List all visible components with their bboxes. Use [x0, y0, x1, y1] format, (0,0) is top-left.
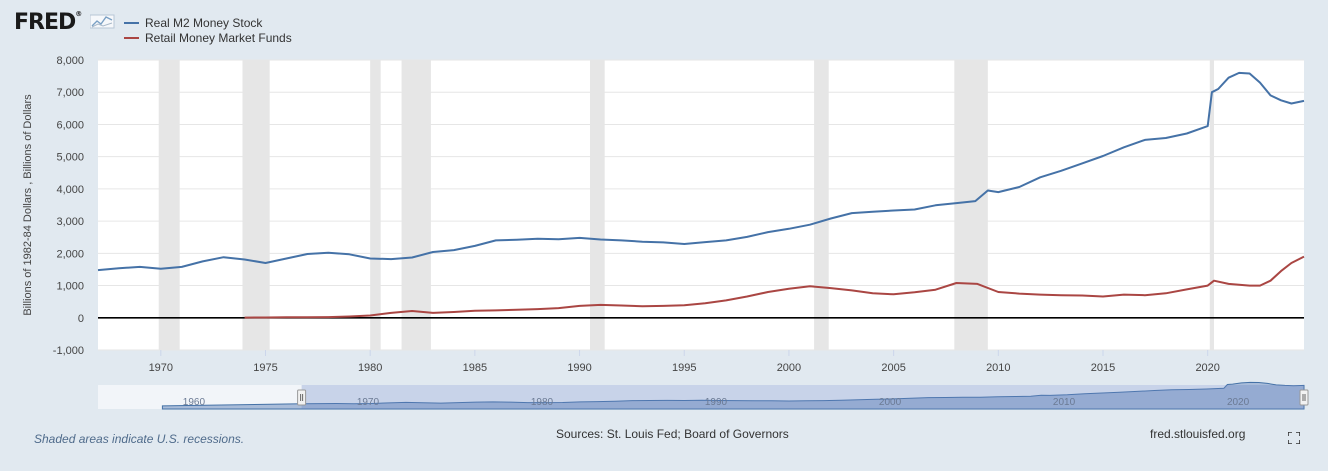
x-tick-label: 2015 [1091, 362, 1115, 374]
y-tick-label: 7,000 [56, 87, 84, 99]
recession-note: Shaded areas indicate U.S. recessions. [34, 432, 245, 446]
recession-band [370, 60, 381, 350]
x-tick-label: 2005 [881, 362, 905, 374]
fred-logo[interactable]: FRED® [14, 10, 116, 35]
chart-legend: Real M2 Money Stock Retail Money Market … [124, 15, 292, 45]
recession-band [1209, 60, 1214, 350]
navigator-tick-label: 2010 [1053, 397, 1076, 408]
legend-label: Retail Money Market Funds [145, 30, 292, 45]
fullscreen-icon[interactable] [1288, 432, 1300, 444]
y-tick-label: 6,000 [56, 119, 84, 131]
fred-chart-icon [89, 14, 115, 29]
x-tick-label: 1970 [149, 362, 173, 374]
fred-logo-text: FRED [14, 10, 76, 35]
navigator-series [161, 381, 1305, 410]
recession-band [814, 60, 829, 350]
recession-band [590, 60, 605, 350]
x-tick-label: 2000 [777, 362, 801, 374]
navigator-tick-label: 1960 [183, 397, 206, 408]
legend-swatch [124, 21, 139, 24]
plot-area [98, 60, 1304, 350]
navigator-tick-label: 2000 [879, 397, 902, 408]
recession-band [954, 60, 988, 350]
recession-band [242, 60, 270, 350]
legend-item-retail-mmf[interactable]: Retail Money Market Funds [124, 30, 292, 45]
fred-logo-mark: ® [75, 10, 83, 18]
y-tick-label: 4,000 [56, 184, 84, 196]
x-tick-label: 1990 [567, 362, 591, 374]
navigator-selection[interactable] [301, 385, 1305, 409]
x-tick-label: 1980 [358, 362, 382, 374]
navigator-tick-label: 1970 [357, 397, 380, 408]
y-tick-label: -1,000 [53, 345, 84, 357]
y-tick-label: 8,000 [56, 55, 84, 67]
y-tick-label: 2,000 [56, 248, 84, 260]
y-tick-label: 3,000 [56, 216, 84, 228]
sources-text: Sources: St. Louis Fed; Board of Governo… [556, 427, 789, 441]
recession-band [158, 60, 180, 350]
x-tick-label: 2020 [1195, 362, 1219, 374]
y-tick-label: 1,000 [56, 281, 84, 293]
series-line-retail-mmf[interactable] [244, 255, 1305, 319]
navigator-tick-label: 1980 [531, 397, 554, 408]
recession-band [401, 60, 431, 350]
legend-label: Real M2 Money Stock [145, 15, 263, 30]
navigator-tick-label: 2020 [1227, 397, 1250, 408]
y-tick-label: 5,000 [56, 152, 84, 164]
x-tick-label: 1995 [672, 362, 696, 374]
x-tick-label: 2010 [986, 362, 1010, 374]
fred-url[interactable]: fred.stlouisfed.org [1150, 427, 1246, 441]
legend-item-real-m2[interactable]: Real M2 Money Stock [124, 15, 292, 30]
legend-swatch [124, 36, 139, 39]
x-tick-label: 1985 [463, 362, 487, 374]
navigator-handle-left[interactable] [297, 389, 307, 406]
series-line-real-m2[interactable] [97, 71, 1305, 272]
y-axis-label: Billions of 1982-84 Dollars , Billions o… [22, 94, 34, 316]
x-tick-label: 1975 [253, 362, 277, 374]
navigator-tick-label: 1990 [705, 397, 728, 408]
navigator-handle-right[interactable] [1299, 389, 1309, 406]
y-tick-label: 0 [78, 313, 84, 325]
